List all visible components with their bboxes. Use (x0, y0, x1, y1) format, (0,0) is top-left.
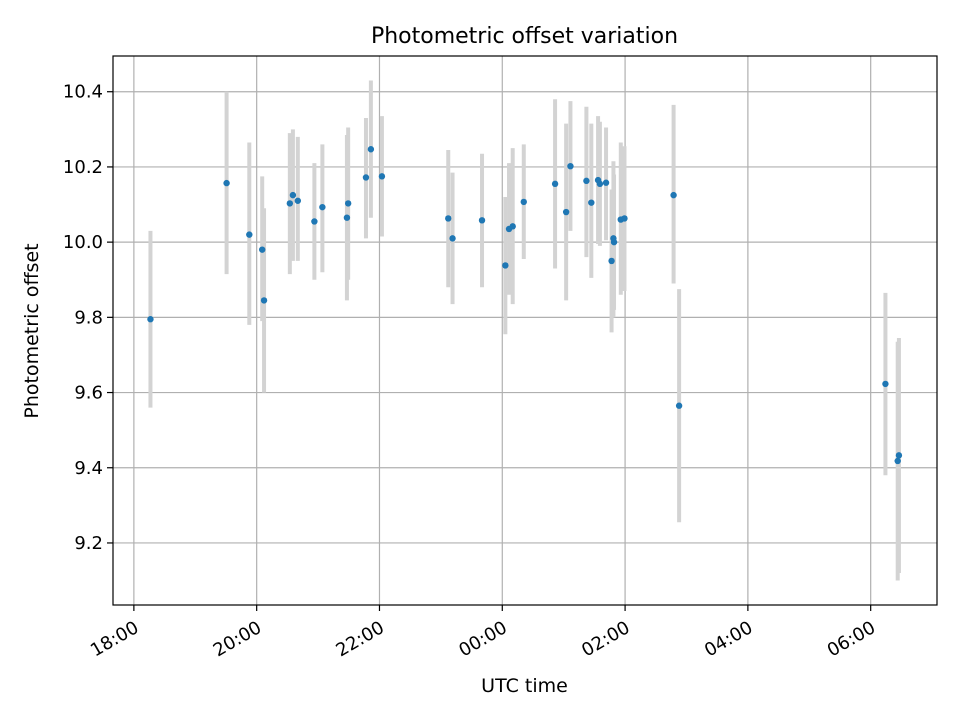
data-point (445, 215, 452, 222)
data-point (246, 231, 253, 238)
data-point (311, 218, 318, 225)
y-tick-label: 10.2 (63, 157, 103, 178)
plot-frame (112, 55, 938, 606)
data-point (367, 146, 375, 153)
data-point (608, 257, 615, 265)
data-point (319, 203, 326, 211)
data-point (502, 262, 509, 269)
y-tick-label: 10.4 (63, 82, 103, 103)
y-tick-label: 9.8 (74, 307, 103, 328)
y-axis-label: Photometric offset (21, 243, 43, 418)
y-tick-label: 9.2 (74, 533, 103, 554)
x-axis-label: UTC time (481, 675, 568, 697)
y-tick-label: 9.4 (74, 458, 103, 479)
data-point (294, 197, 302, 204)
chart-title: Photometric offset variation (371, 24, 678, 49)
data-point (882, 380, 889, 388)
data-point (223, 179, 230, 187)
data-point (602, 179, 610, 186)
data-point (588, 199, 595, 206)
data-point (259, 246, 266, 253)
y-tick-label: 9.6 (74, 383, 103, 404)
y-axis-ticks: 9.2 9.4 9.6 9.8 10.0 10.2 10.4 (63, 82, 113, 554)
data-points (147, 146, 903, 465)
data-point (344, 200, 352, 207)
data-point (449, 235, 456, 242)
data-point (895, 452, 903, 459)
data-point (520, 198, 527, 206)
data-point (670, 191, 677, 199)
data-point (378, 173, 386, 180)
data-point (583, 177, 590, 185)
data-point (621, 215, 628, 222)
y-tick-label: 10.0 (63, 232, 103, 253)
data-point (894, 457, 901, 465)
data-point (567, 162, 574, 170)
data-point (675, 402, 683, 409)
data-point (610, 238, 618, 246)
data-point (362, 174, 370, 181)
data-point (286, 200, 294, 207)
data-point (260, 297, 268, 304)
data-point (289, 191, 297, 199)
data-point (343, 214, 351, 221)
data-point (562, 208, 570, 216)
data-point (509, 223, 516, 230)
data-point (596, 180, 604, 188)
data-point (478, 217, 486, 224)
data-point (147, 316, 154, 323)
data-point (551, 180, 559, 188)
